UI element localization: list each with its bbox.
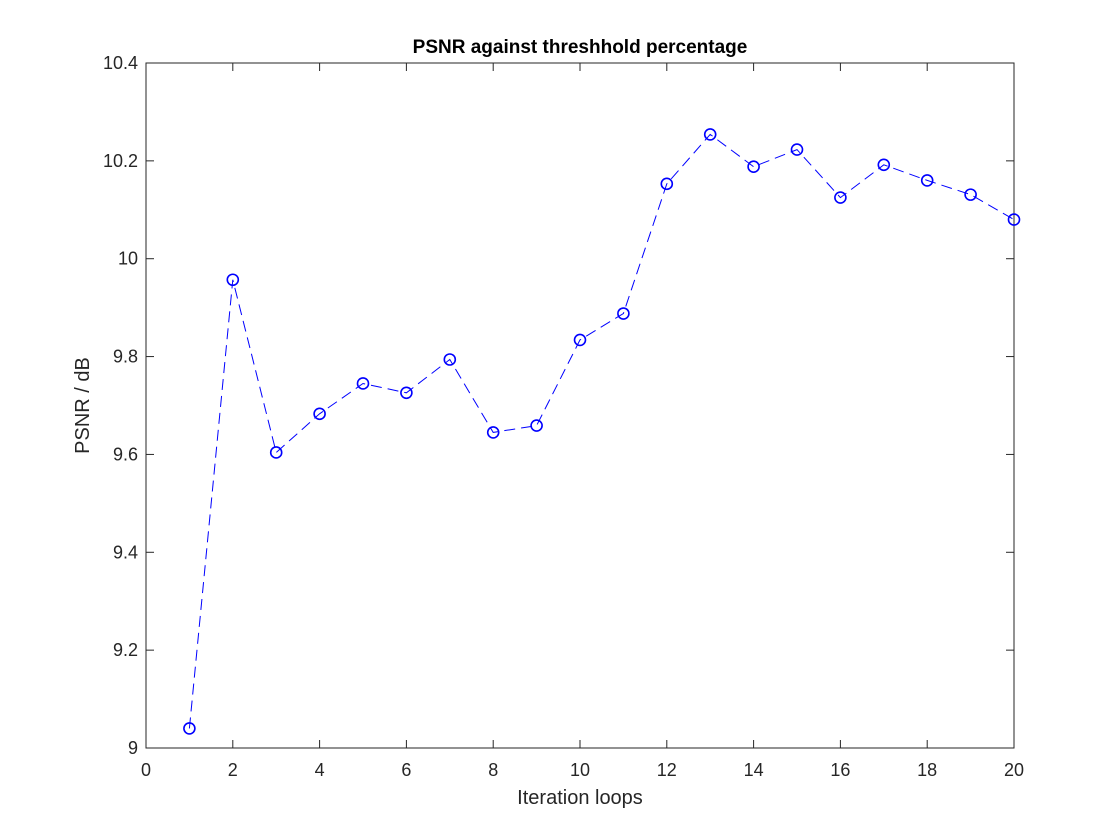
y-tick-label: 10.2 xyxy=(103,151,138,171)
x-tick-label: 8 xyxy=(488,760,498,780)
y-tick-label: 9.2 xyxy=(113,640,138,660)
data-point-marker xyxy=(269,446,283,459)
x-tick-label: 6 xyxy=(401,760,411,780)
x-tick-label: 14 xyxy=(744,760,764,780)
y-tick-label: 10 xyxy=(118,249,138,269)
x-tick-label: 2 xyxy=(228,760,238,780)
x-axis-label: Iteration loops xyxy=(517,787,643,809)
y-tick-label: 9.8 xyxy=(113,347,138,367)
data-point-marker xyxy=(313,407,326,421)
data-point-marker xyxy=(920,174,934,187)
plot-area xyxy=(145,62,1015,749)
data-point-marker xyxy=(964,188,977,201)
x-axis-ticks: 0 2 4 6 8 10 12 14 16 18 20 xyxy=(141,63,1024,780)
data-point-marker xyxy=(790,143,804,156)
data-point-marker xyxy=(226,273,240,287)
y-tick-label: 9.6 xyxy=(113,444,138,464)
data-point-marker xyxy=(703,128,717,141)
data-point-marker xyxy=(530,419,543,432)
x-tick-label: 20 xyxy=(1004,760,1024,780)
data-point-marker xyxy=(573,333,587,347)
y-tick-label: 10.4 xyxy=(103,53,138,73)
x-tick-label: 12 xyxy=(657,760,677,780)
chart-title: PSNR against threshhold percentage xyxy=(413,37,748,58)
data-point-marker xyxy=(747,160,760,174)
data-point-marker xyxy=(1007,213,1021,226)
x-tick-label: 0 xyxy=(141,760,151,780)
y-tick-label: 9 xyxy=(128,738,138,758)
series-line xyxy=(188,133,1015,729)
data-point-marker xyxy=(486,426,500,439)
x-tick-label: 10 xyxy=(570,760,590,780)
data-point-marker xyxy=(834,191,847,204)
data-point-marker xyxy=(617,307,630,320)
data-point-marker xyxy=(400,386,413,400)
x-tick-label: 18 xyxy=(917,760,937,780)
x-tick-label: 16 xyxy=(830,760,850,780)
data-point-marker xyxy=(183,722,196,735)
data-point-marker xyxy=(356,377,370,390)
y-axis-ticks: 9 9.2 9.4 9.6 9.8 10 10.2 10.4 xyxy=(103,53,1014,758)
data-point-marker xyxy=(877,158,891,172)
y-tick-label: 9.4 xyxy=(113,542,138,562)
data-point-marker xyxy=(443,353,457,366)
data-point-marker xyxy=(660,177,674,191)
y-axis-label: PSNR / dB xyxy=(72,357,94,454)
x-tick-label: 4 xyxy=(315,760,325,780)
series-layer xyxy=(183,128,1021,735)
